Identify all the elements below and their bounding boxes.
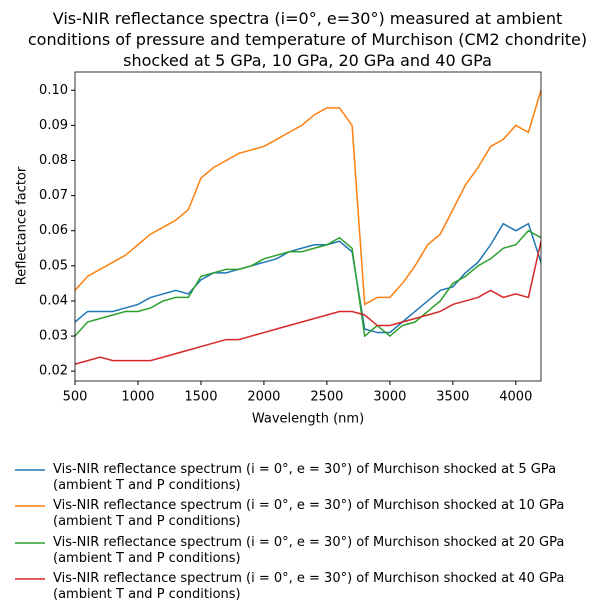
x-tick-label: 2000 (247, 390, 280, 405)
x-tick-label: 3500 (436, 390, 469, 405)
plot-frame (74, 71, 542, 382)
legend-label: Vis-NIR reflectance spectrum (i = 0°, e … (53, 571, 565, 602)
y-tick-label: 0.08 (39, 153, 68, 168)
chart-title: Vis-NIR reflectance spectra (i=0°, e=30°… (27, 9, 588, 70)
y-tick-label: 0.02 (39, 364, 68, 379)
data-line (75, 90, 541, 306)
y-axis-label: Reflectance factor (15, 166, 30, 285)
x-tick-label: 1000 (121, 390, 154, 405)
y-tick-label: 0.03 (39, 329, 68, 344)
x-tick-label: 4000 (499, 390, 532, 405)
y-tick-label: 0.05 (39, 258, 68, 273)
x-tick-label: 2500 (310, 390, 343, 405)
data-line (75, 229, 541, 338)
x-tick-label: 3000 (373, 390, 406, 405)
y-tick-label: 0.07 (39, 188, 68, 203)
y-tick-label: 0.04 (39, 293, 68, 308)
x-axis-label: Wavelength (nm) (252, 412, 364, 427)
x-tick-label: 500 (63, 390, 88, 405)
legend-label: Vis-NIR reflectance spectrum (i = 0°, e … (53, 535, 565, 566)
x-tick-label: 1500 (184, 390, 217, 405)
y-tick-label: 0.10 (39, 83, 68, 98)
y-tick-label: 0.06 (39, 223, 68, 238)
legend-label: Vis-NIR reflectance spectrum (i = 0°, e … (53, 498, 565, 529)
data-line (75, 241, 541, 365)
y-tick-label: 0.09 (39, 118, 68, 133)
legend-label: Vis-NIR reflectance spectrum (i = 0°, e … (53, 462, 557, 493)
data-line (75, 222, 541, 334)
